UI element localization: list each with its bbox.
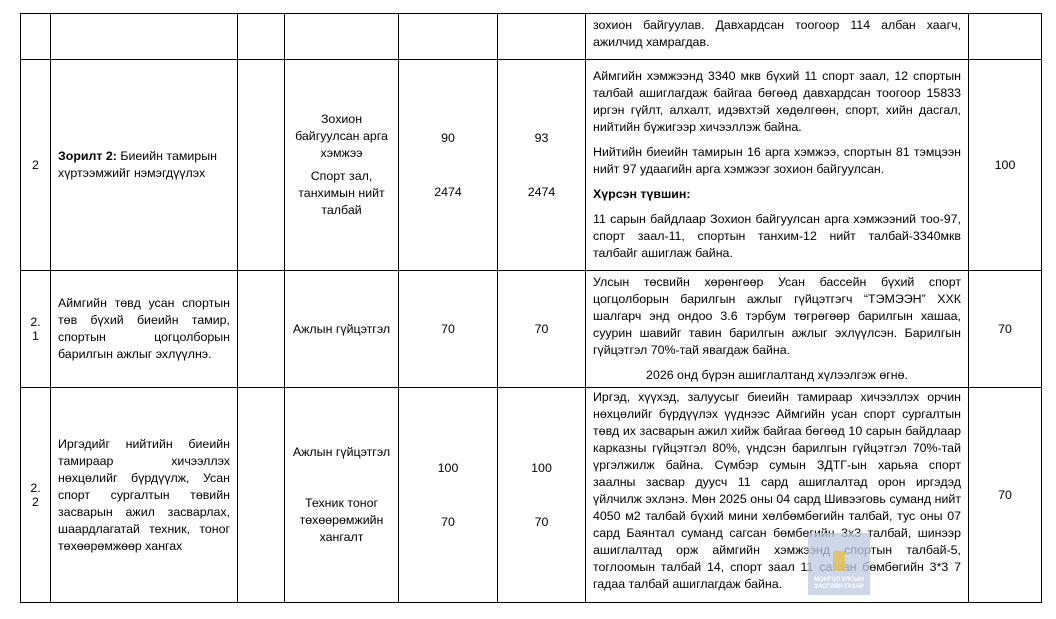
cell-num	[20, 13, 51, 60]
cell-num: 2	[20, 59, 51, 271]
cell-indicator: Ажлын гүйцэтгэл Техник тоног төхөөрөмжий…	[284, 387, 399, 603]
cell-target: 90 2474	[398, 59, 498, 271]
cell-indicator: Зохион байгуулсан арга хэмжээ Спорт зал,…	[284, 59, 399, 271]
report-paragraph: Иргэд, хүүхэд, залуусыг биеийн тамираар …	[593, 390, 961, 591]
goal-label: Зорилт 2:	[58, 149, 117, 163]
cell-empty	[237, 387, 285, 603]
cell-num: 2. 2	[20, 387, 51, 603]
cell-score: 70	[968, 387, 1042, 603]
table-row: 2. 1 Аймгийн төвд усан спортын төв бүхий…	[20, 270, 1042, 388]
actual-value: 93	[534, 130, 549, 145]
target-value: 70	[441, 514, 455, 529]
cell-actual: 100 70	[497, 387, 586, 603]
cell-goal: Иргэдийг нийтийн биеийн тамираар хичээлл…	[50, 387, 238, 603]
goal-text: Биеийн тамирын хүртээмжийг нэмэгдүүлэх	[58, 149, 217, 180]
cell-target	[398, 13, 498, 60]
cell-target: 100 70	[398, 387, 498, 603]
cell-actual: 93 2474	[497, 59, 586, 271]
soyombo-emblem-icon	[833, 551, 845, 571]
government-logo-watermark: МОНГОЛ УЛСЫН ЗАСГИЙН ГАЗАР	[808, 533, 870, 595]
cell-indicator: Ажлын гүйцэтгэл	[284, 270, 399, 388]
report-paragraph: 11 сарын байдлаар Зохион байгуулсан арга…	[593, 212, 961, 260]
report-paragraph: 2026 онд бүрэн ашиглалтанд хүлээлгэж өгн…	[646, 368, 908, 382]
report-heading: Хүрсэн түвшин:	[593, 187, 691, 201]
table-row: зохион байгуулав. Давхардсан тоогоор 114…	[20, 13, 1042, 60]
cell-goal: Зорилт 2: Биеийн тамирын хүртээмжийг нэм…	[50, 59, 238, 271]
target-value: 2474	[434, 184, 462, 199]
cell-goal: Аймгийн төвд усан спортын төв бүхий биеи…	[50, 270, 238, 388]
actual-value: 100	[531, 460, 552, 475]
cell-report: Иргэд, хүүхэд, залуусыг биеийн тамираар …	[585, 387, 969, 603]
cell-target: 70	[398, 270, 498, 388]
report-paragraph: Нийтийн биеийн тамирын 16 арга хэмжээ, с…	[593, 145, 961, 176]
cell-report: Улсын төсвийн хөрөнгөөр Усан бассейн бүх…	[585, 270, 969, 388]
report-table: зохион байгуулав. Давхардсан тоогоор 114…	[20, 13, 1042, 603]
indicator-text: Спорт зал, танхимын нийт талбай	[298, 169, 385, 217]
cell-num: 2. 1	[20, 270, 51, 388]
cell-report: Аймгийн хэмжээнд 3340 мкв бүхий 11 спорт…	[585, 59, 969, 271]
cell-score	[968, 13, 1042, 60]
cell-actual: 70	[497, 270, 586, 388]
cell-report: зохион байгуулав. Давхардсан тоогоор 114…	[585, 13, 969, 60]
cell-empty	[237, 13, 285, 60]
cell-indicator	[284, 13, 399, 60]
actual-value: 70	[534, 514, 549, 529]
cell-empty	[237, 59, 285, 271]
target-value: 90	[441, 130, 455, 145]
cell-goal	[50, 13, 238, 60]
target-value: 100	[437, 460, 459, 475]
table-row: 2 Зорилт 2: Биеийн тамирын хүртээмжийг н…	[20, 59, 1042, 271]
actual-value: 2474	[527, 184, 556, 199]
indicator-text: Зохион байгуулсан арга хэмжээ	[295, 112, 388, 160]
watermark-text: МОНГОЛ УЛСЫН ЗАСГИЙН ГАЗАР	[814, 577, 864, 590]
cell-score: 100	[968, 59, 1042, 271]
table-row: 2. 2 Иргэдийг нийтийн биеийн тамираар хи…	[20, 387, 1042, 603]
cell-empty	[237, 270, 285, 388]
cell-actual	[497, 13, 586, 60]
report-paragraph: Улсын төсвийн хөрөнгөөр Усан бассейн бүх…	[593, 275, 961, 357]
report-paragraph: Аймгийн хэмжээнд 3340 мкв бүхий 11 спорт…	[593, 69, 961, 134]
indicator-text: Техник тоног төхөөрөмжийн хангалт	[299, 496, 384, 544]
indicator-text: Ажлын гүйцэтгэл	[292, 445, 391, 459]
cell-score: 70	[968, 270, 1042, 388]
